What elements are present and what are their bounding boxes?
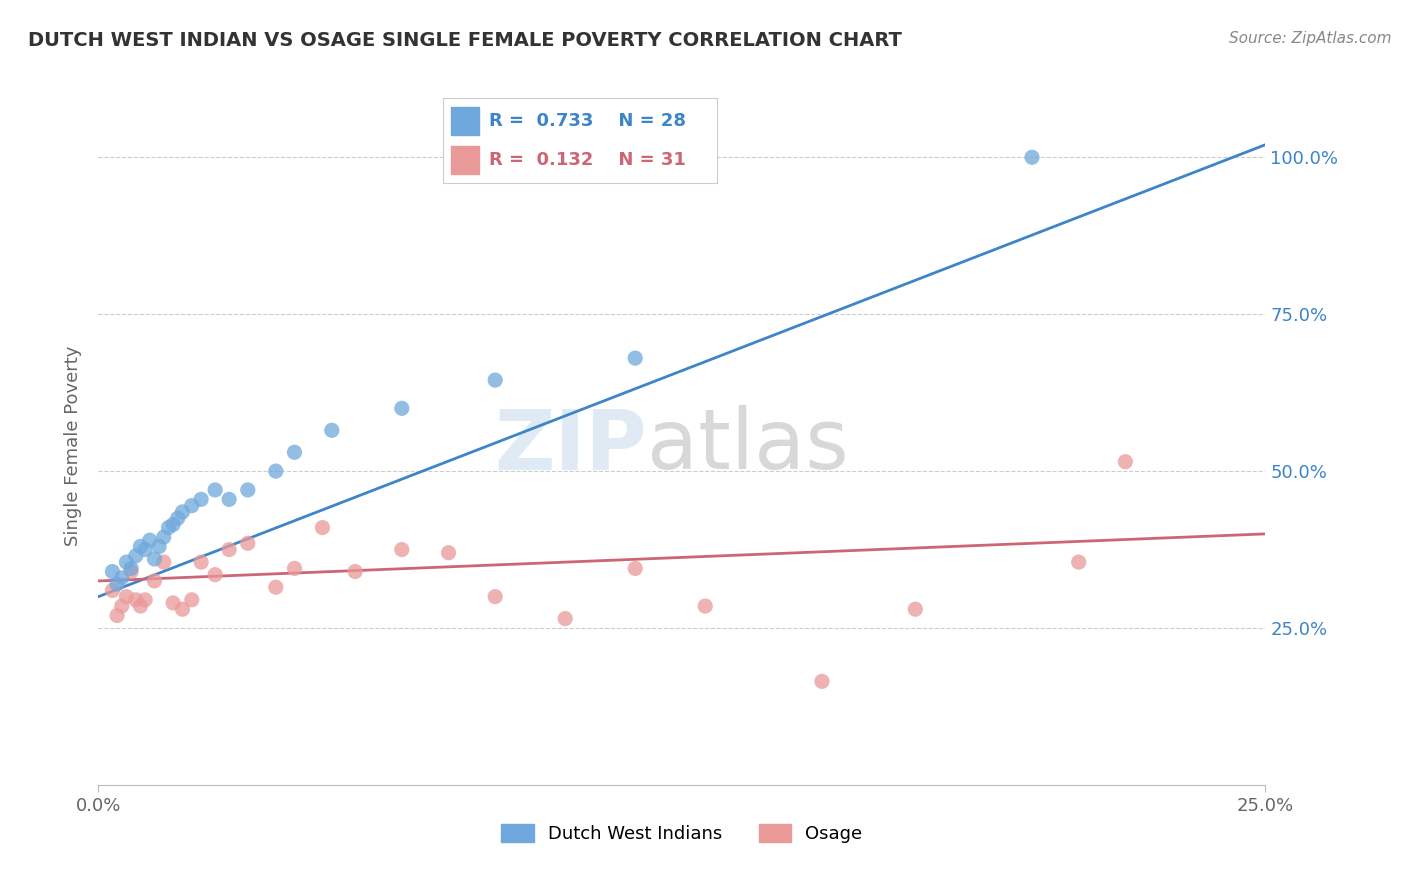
- Point: [190, 492, 212, 507]
- Point: [166, 511, 188, 525]
- Text: Source: ZipAtlas.com: Source: ZipAtlas.com: [1229, 31, 1392, 46]
- Point: [120, 561, 142, 575]
- Text: ZIP: ZIP: [495, 406, 647, 486]
- Point: [115, 590, 138, 604]
- Point: [129, 540, 152, 554]
- Point: [172, 505, 194, 519]
- Point: [321, 423, 343, 437]
- Bar: [451, 107, 478, 135]
- Point: [125, 592, 148, 607]
- Point: [391, 542, 413, 557]
- Point: [129, 599, 152, 613]
- Point: [180, 499, 202, 513]
- Point: [134, 542, 156, 557]
- Text: DUTCH WEST INDIAN VS OSAGE SINGLE FEMALE POVERTY CORRELATION CHART: DUTCH WEST INDIAN VS OSAGE SINGLE FEMALE…: [28, 31, 903, 50]
- Point: [811, 674, 834, 689]
- Point: [172, 602, 194, 616]
- Point: [105, 608, 128, 623]
- Point: [344, 565, 367, 579]
- Point: [105, 577, 128, 591]
- Point: [264, 464, 287, 478]
- Point: [134, 592, 156, 607]
- Text: R =  0.733    N = 28: R = 0.733 N = 28: [489, 112, 686, 129]
- Point: [264, 580, 287, 594]
- Point: [391, 401, 413, 416]
- Point: [162, 596, 184, 610]
- Bar: [451, 146, 478, 175]
- Point: [111, 599, 134, 613]
- Point: [101, 565, 124, 579]
- Point: [152, 530, 174, 544]
- Point: [437, 546, 460, 560]
- Point: [139, 533, 162, 548]
- Point: [111, 571, 134, 585]
- Point: [624, 351, 647, 365]
- Point: [1114, 455, 1136, 469]
- Text: atlas: atlas: [647, 406, 849, 486]
- Point: [115, 555, 138, 569]
- Point: [157, 520, 180, 534]
- Point: [125, 549, 148, 563]
- Point: [204, 483, 226, 497]
- Legend: Dutch West Indians, Osage: Dutch West Indians, Osage: [494, 817, 870, 850]
- Point: [311, 520, 333, 534]
- Point: [218, 542, 240, 557]
- Point: [1021, 150, 1043, 164]
- Point: [283, 445, 305, 459]
- Point: [554, 612, 576, 626]
- Y-axis label: Single Female Poverty: Single Female Poverty: [65, 346, 83, 546]
- Point: [484, 590, 506, 604]
- Point: [162, 517, 184, 532]
- Text: R =  0.132    N = 31: R = 0.132 N = 31: [489, 152, 686, 169]
- Point: [180, 592, 202, 607]
- Point: [236, 536, 259, 550]
- Point: [218, 492, 240, 507]
- Point: [484, 373, 506, 387]
- Point: [695, 599, 717, 613]
- Point: [624, 561, 647, 575]
- Point: [904, 602, 927, 616]
- Point: [152, 555, 174, 569]
- Point: [120, 565, 142, 579]
- Point: [204, 567, 226, 582]
- Point: [283, 561, 305, 575]
- Point: [148, 540, 170, 554]
- Point: [190, 555, 212, 569]
- Point: [143, 574, 166, 588]
- Point: [101, 583, 124, 598]
- Point: [236, 483, 259, 497]
- Point: [1067, 555, 1090, 569]
- Point: [143, 552, 166, 566]
